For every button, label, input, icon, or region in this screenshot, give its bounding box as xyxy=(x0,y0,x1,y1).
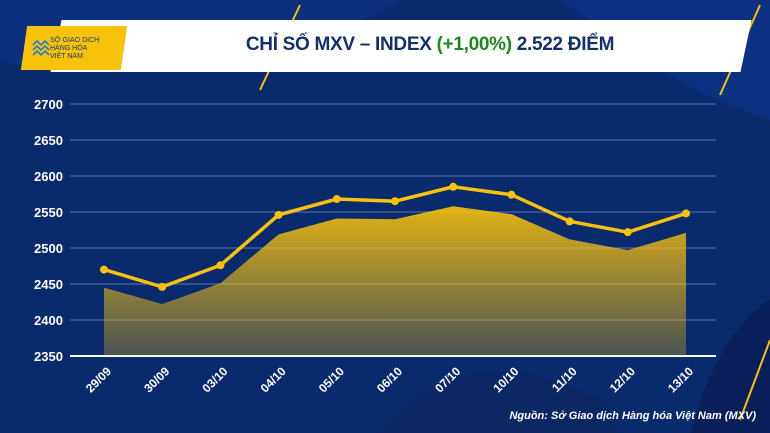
x-tick-label: 06/10 xyxy=(374,364,405,395)
title-change: (+1,00%) xyxy=(436,34,513,55)
y-tick-label: 2650 xyxy=(34,133,63,148)
logo-line: SỞ GIAO DỊCH xyxy=(50,37,100,44)
y-tick-label: 2400 xyxy=(34,313,63,328)
y-tick-label: 2550 xyxy=(34,205,63,220)
data-point xyxy=(391,197,399,206)
logo-mark-icon xyxy=(32,40,50,57)
source-note: Nguồn: Sở Giao dịch Hàng hóa Việt Nam (M… xyxy=(509,410,756,422)
x-tick-label: 13/10 xyxy=(665,364,696,395)
x-tick-label: 07/10 xyxy=(432,364,463,395)
y-tick-label: 2350 xyxy=(34,349,63,364)
logo-line: VIỆT NAM xyxy=(50,53,83,60)
y-tick-label: 2450 xyxy=(34,277,63,292)
title-prefix: CHỈ SỐ MXV – INDEX xyxy=(245,34,437,55)
x-tick-label: 30/09 xyxy=(141,364,172,395)
x-tick-label: 05/10 xyxy=(316,364,347,395)
y-tick-label: 2700 xyxy=(34,97,63,112)
x-tick-label: 03/10 xyxy=(199,364,230,395)
logo-text: SỞ GIAO DỊCH HÀNG HÓA VIỆT NAM xyxy=(50,37,110,61)
data-point xyxy=(100,265,108,274)
title-value: 2.522 ĐIỂM xyxy=(511,34,615,55)
data-point xyxy=(216,261,225,270)
data-point xyxy=(449,182,458,191)
y-tick-label: 2600 xyxy=(34,169,63,184)
x-tick-label: 04/10 xyxy=(258,364,289,395)
chart-title: CHỈ SỐ MXV – INDEX (+1,00%) 2.522 ĐIỂM xyxy=(150,34,710,56)
x-tick-label: 10/10 xyxy=(490,364,521,395)
data-point xyxy=(565,217,574,226)
data-point xyxy=(158,282,167,291)
x-tick-label: 29/09 xyxy=(83,364,114,395)
data-point xyxy=(682,209,690,218)
data-point xyxy=(274,210,283,219)
y-tick-label: 2500 xyxy=(34,241,63,256)
logo-line: HÀNG HÓA xyxy=(50,45,88,52)
area-series xyxy=(104,206,686,356)
data-point xyxy=(623,228,632,237)
x-tick-label: 12/10 xyxy=(607,364,638,395)
data-point xyxy=(332,195,341,204)
data-point xyxy=(507,190,516,199)
x-tick-label: 11/10 xyxy=(549,364,580,395)
